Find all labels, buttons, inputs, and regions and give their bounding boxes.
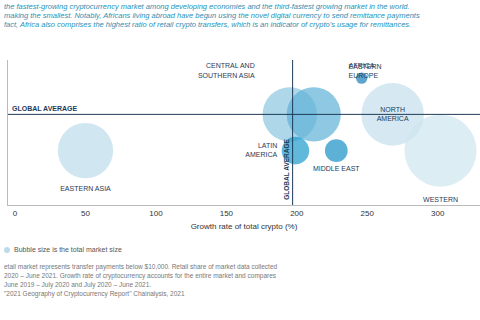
svg-text:100: 100 [149, 209, 163, 218]
svg-text:WESTERNEUROPE: WESTERNEUROPE [423, 196, 458, 205]
svg-text:MIDDLE EAST: MIDDLE EAST [313, 165, 360, 172]
svg-text:CENTRAL ANDSOUTHERN ASIA: CENTRAL ANDSOUTHERN ASIA [198, 62, 255, 78]
html-text:etail market represents transf: etail market represents transfer payment… [4, 263, 278, 270]
svg-text:NORTHAMERICA: NORTHAMERICA [377, 106, 409, 122]
svg-text:0: 0 [13, 209, 18, 218]
html-text:Bubble size is the total marke: Bubble size is the total market size [14, 246, 122, 253]
svg-text:GLOBAL AVERAGE: GLOBAL AVERAGE [12, 105, 78, 112]
html-text:2020 – June 2021. Growth rate: 2020 – June 2021. Growth rate of cryptoc… [4, 272, 277, 279]
svg-text:250: 250 [361, 209, 375, 218]
svg-text:200: 200 [290, 209, 304, 218]
html-text:the fastest-growing cryptocurr: the fastest-growing cryptocurrency marke… [4, 2, 410, 11]
svg-text:EASTERNEUROPE: EASTERNEUROPE [349, 63, 382, 79]
html-text:"2021 Geography of Cryptocurre: "2021 Geography of Cryptocurrency Report… [4, 290, 185, 297]
html-text:June 2019 – July 2020 and July: June 2019 – July 2020 and July 2020 – Ju… [4, 281, 152, 288]
html-text:making the smallest. Notably,: making the smallest. Notably, Africans l… [4, 11, 420, 20]
svg-text:LATINAMERICA: LATINAMERICA [245, 142, 277, 158]
svg-text:AFRICA: AFRICA [349, 62, 375, 69]
svg-text:150: 150 [220, 209, 234, 218]
svg-text:50: 50 [81, 209, 90, 218]
html-text:fact, Africa also comprises th: fact, Africa also comprises the highest … [4, 20, 412, 29]
svg-text:EASTERN ASIA: EASTERN ASIA [60, 185, 111, 192]
svg-text:Growth rate of total crypto (%: Growth rate of total crypto (%) [191, 222, 298, 231]
svg-text:300: 300 [431, 209, 445, 218]
svg-text:GLOBAL AVERAGE: GLOBAL AVERAGE [283, 138, 290, 199]
